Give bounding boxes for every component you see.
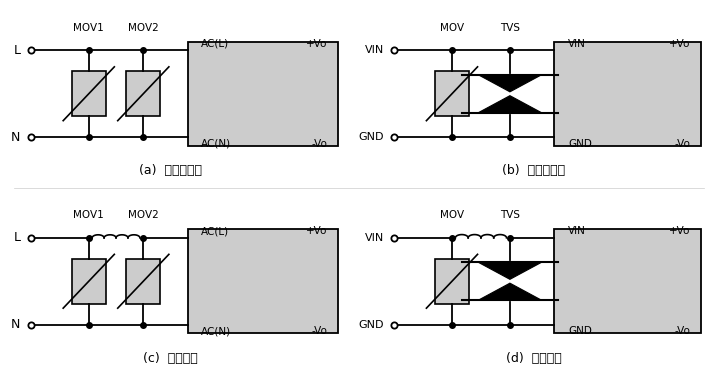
Text: GND: GND [568,139,592,149]
Text: (d)  推荐应用: (d) 推荐应用 [506,352,561,364]
Bar [554,229,701,333]
Text: (b)  不恮当应用: (b) 不恮当应用 [502,164,565,177]
Text: MOV1: MOV1 [73,23,104,33]
Text: (c)  推荐应用: (c) 推荐应用 [143,352,198,364]
Text: -Vo: -Vo [675,326,691,336]
Text: AC(N): AC(N) [201,139,231,149]
Bar [187,42,337,146]
Text: TVS: TVS [500,210,520,220]
Text: VIN: VIN [568,39,586,49]
Text: TVS: TVS [500,23,520,33]
Text: AC(L): AC(L) [201,39,229,49]
Bar [554,42,701,146]
Text: VIN: VIN [568,226,586,236]
Text: -Vo: -Vo [675,139,691,149]
Polygon shape [478,96,542,113]
Text: (a)  不恮当应用: (a) 不恮当应用 [139,164,202,177]
Text: MOV1: MOV1 [73,210,104,220]
Text: MOV2: MOV2 [128,23,159,33]
Bar [435,71,469,116]
Text: +Vo: +Vo [669,39,691,49]
Text: N: N [11,130,21,144]
Text: -Vo: -Vo [312,326,327,336]
Text: AC(L): AC(L) [201,226,229,236]
Polygon shape [478,262,542,279]
Text: AC(N): AC(N) [201,326,231,336]
Text: VIN: VIN [365,233,384,243]
Bar [72,259,106,304]
Text: L: L [14,231,21,244]
Polygon shape [478,283,542,300]
Text: +Vo: +Vo [669,226,691,236]
Text: +Vo: +Vo [306,226,327,236]
Text: +Vo: +Vo [306,39,327,49]
Bar [187,229,337,333]
Text: GND: GND [568,326,592,336]
Text: MOV: MOV [440,210,464,220]
Text: MOV2: MOV2 [128,210,159,220]
Bar [126,71,160,116]
Text: L: L [14,44,21,57]
Bar [126,259,160,304]
Text: GND: GND [358,320,384,330]
Bar [72,71,106,116]
Text: -Vo: -Vo [312,139,327,149]
Polygon shape [478,75,542,92]
Text: GND: GND [358,132,384,142]
Bar [435,259,469,304]
Text: MOV: MOV [440,23,464,33]
Text: N: N [11,318,21,331]
Text: VIN: VIN [365,45,384,56]
